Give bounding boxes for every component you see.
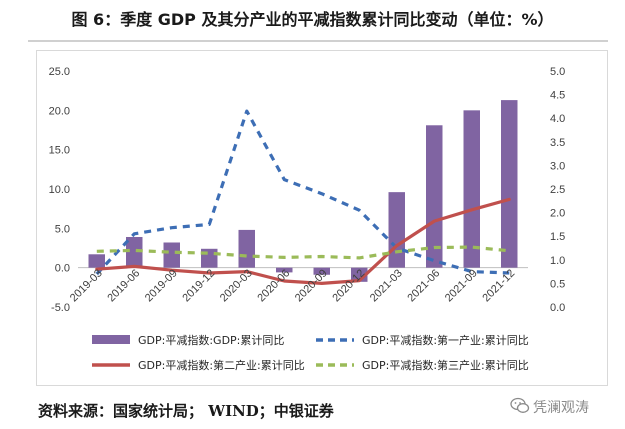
right-axis-tick-label: 0.0 [550,302,565,314]
x-tick-label: 2020-12 [330,267,367,304]
right-axis-tick-label: 4.5 [550,90,565,102]
left-axis-tick-label: -5.0 [51,302,70,314]
bar [463,110,480,268]
bar [388,192,405,268]
right-axis-tick-label: 2.0 [550,208,565,220]
x-tick-label: 2021-12 [480,267,517,304]
x-tick-label: 2019-03 [68,267,105,304]
wechat-icon [510,397,530,413]
bar [238,229,255,268]
bar [501,100,518,268]
figure-title: 图 6：季度 GDP 及其分产业的平减指数累计同比变动（单位：%） [71,10,554,29]
x-tick-label: 2019-09 [143,267,180,304]
x-tick-label: 2019-06 [105,267,142,304]
left-axis-tick-label: 0.0 [55,263,70,275]
legend-label: GDP:平减指数:GDP:累计同比 [138,333,284,347]
x-tick-label: 2020-06 [255,267,292,304]
right-axis-tick-label: 1.5 [550,231,565,243]
bar [88,254,105,268]
right-axis-tick-label: 3.5 [550,137,565,149]
series-line-3 [96,245,510,260]
right-axis-tick-label: 1.0 [550,255,565,267]
series-line-1 [95,109,510,276]
left-axis-tick-label: 10.0 [49,184,70,196]
left-axis-tick-label: 20.0 [49,105,70,117]
right-axis-tick-label: 5.0 [550,66,565,78]
legend-label: GDP:平减指数:第一产业:累计同比 [362,333,529,347]
bar [276,267,293,273]
right-axis-tick-label: 3.0 [550,160,565,172]
bar [313,267,330,275]
right-axis-tick-label: 0.5 [550,278,565,290]
bar [426,125,443,268]
bar [163,242,180,268]
legend-swatch [92,335,130,344]
right-axis-tick-label: 2.5 [550,184,565,196]
legend-label: GDP:平减指数:第三产业:累计同比 [362,358,529,372]
x-tick-label: 2020-09 [293,267,330,304]
left-axis-tick-label: 25.0 [49,66,70,78]
right-axis-tick-label: 4.0 [550,113,565,125]
source-note: 资料来源：国家统计局； WIND；中银证券 [38,402,334,420]
left-axis-tick-label: 5.0 [55,223,70,235]
x-tick-label: 2021-06 [405,267,442,304]
watermark-text: 凭澜观涛 [533,400,589,416]
legend-label: GDP:平减指数:第二产业:累计同比 [138,358,305,372]
bar [126,236,143,268]
x-tick-label: 2021-09 [443,267,480,304]
title-underline [28,40,608,42]
chart-frame [36,50,608,386]
left-axis-tick-label: 15.0 [49,145,70,157]
series-line-2 [95,197,511,285]
x-tick-label: 2021-03 [368,267,405,304]
